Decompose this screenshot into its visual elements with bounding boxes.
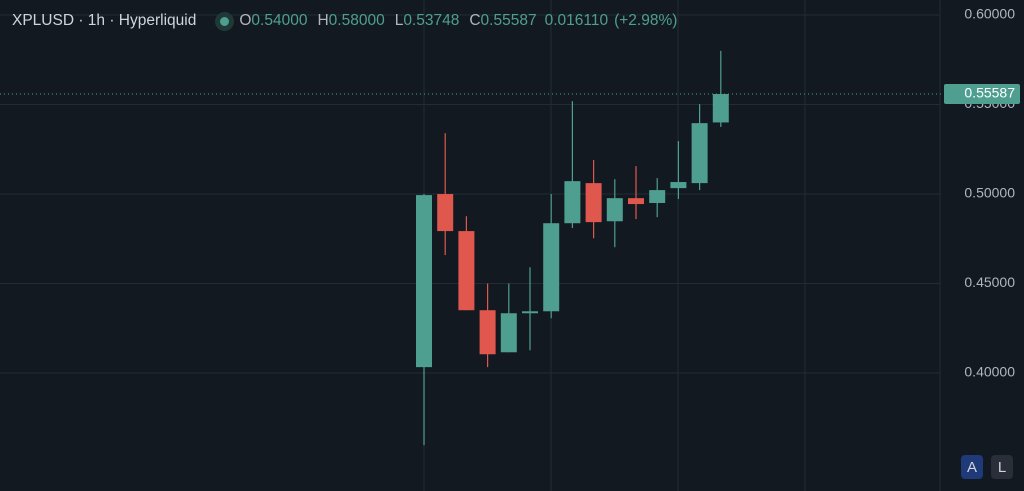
candle-body [691,123,708,184]
candle-body [500,313,517,353]
candle-body [649,190,666,203]
ohlc-label: L [394,12,404,29]
ohlc-value: 0.54000 [251,12,308,29]
change: 0.016110 [544,12,609,29]
last-price-label: 0.55587 [964,85,1015,101]
last-price-box [944,84,1020,105]
candle-body [628,198,644,205]
symbol: XPLUSD · 1h · Hyperliquid [12,12,197,29]
auto-scale-button[interactable]: A [961,455,983,479]
candle-body [479,310,496,355]
y-tick-label: 0.60000 [964,6,1015,22]
candle-body [458,231,475,311]
ohlc-label: H [317,12,329,29]
legend-header: XPLUSD · 1h · Hyperliquid O 0.54000 H 0.58… [12,12,677,30]
candle-body [543,223,560,312]
ohlc-value: 0.58000 [328,12,385,29]
ohlc-label: O [239,12,252,29]
y-tick-label: 0.50000 [964,185,1015,201]
change-pct: (+2.98%) [614,12,678,29]
log-scale-button[interactable]: L [991,455,1013,479]
status-dot [220,16,230,26]
candle-body [712,94,729,123]
y-tick-label: 0.45000 [964,274,1015,290]
y-tick-label: 0.40000 [964,364,1015,380]
ohlc-label: C [469,12,481,29]
candle-body [564,181,581,224]
candle-body [522,311,538,314]
candle-body [606,198,623,222]
ohlc-value: 0.55587 [480,12,537,29]
candle-body [670,182,687,189]
ohlc-value: 0.53748 [403,12,460,29]
candle-body [437,194,454,232]
candle-body [585,183,602,223]
candle-body [416,195,432,368]
